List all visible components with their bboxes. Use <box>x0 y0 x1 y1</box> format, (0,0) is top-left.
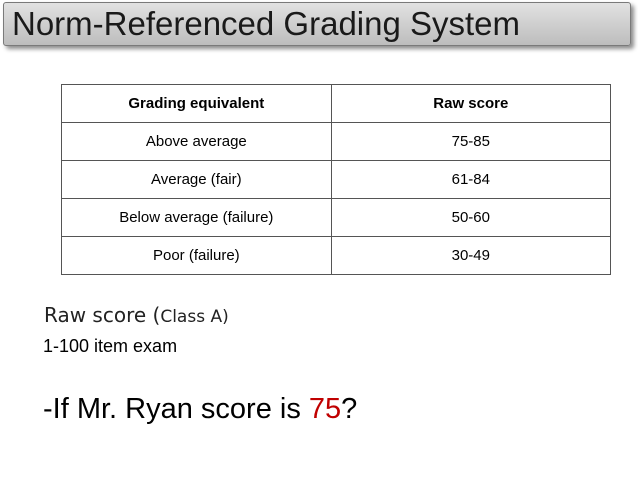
table-row: Below average (failure) 50-60 <box>61 198 612 237</box>
score-cell: 50-60 <box>330 198 612 237</box>
grade-cell: Average (fair) <box>61 160 332 199</box>
grading-table: Grading equivalent Raw score Above avera… <box>61 84 612 275</box>
question-prefix: -If Mr. Ryan score is <box>43 393 309 425</box>
class-label: Class A) <box>160 307 229 327</box>
score-cell: 75-85 <box>330 122 612 161</box>
question-line: -If Mr. Ryan score is 75? <box>43 393 357 426</box>
grade-cell: Poor (failure) <box>61 236 332 275</box>
table-row: Above average 75-85 <box>61 122 612 161</box>
raw-score-label: Raw score (Class A) <box>44 303 229 327</box>
slide-title-bar: Norm-Referenced Grading System <box>3 2 631 46</box>
exam-description: 1-100 item exam <box>43 336 178 356</box>
score-cell: 61-84 <box>330 160 612 199</box>
question-suffix: ? <box>341 393 358 425</box>
table-row: Average (fair) 61-84 <box>61 160 612 199</box>
header-raw-score: Raw score <box>330 84 612 123</box>
table-row: Poor (failure) 30-49 <box>61 236 612 275</box>
header-grading-equivalent: Grading equivalent <box>61 84 332 123</box>
question-score: 75 <box>308 393 342 425</box>
table-header-row: Grading equivalent Raw score <box>61 84 612 123</box>
raw-score-text: Raw score ( <box>44 303 161 327</box>
slide-title: Norm-Referenced Grading System <box>12 5 521 42</box>
score-cell: 30-49 <box>330 236 612 275</box>
grade-cell: Above average <box>61 122 332 161</box>
grade-cell: Below average (failure) <box>61 198 332 237</box>
